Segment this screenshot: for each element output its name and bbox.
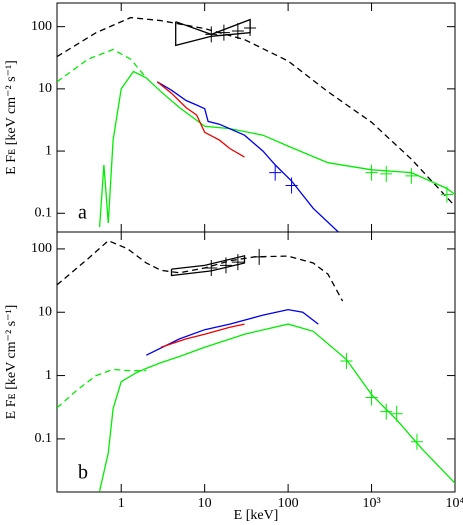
data-line (156, 81, 245, 158)
data-point (231, 23, 244, 40)
data-line (160, 323, 245, 348)
data-point (244, 20, 257, 37)
data-point (365, 164, 378, 181)
data-line (175, 18, 251, 47)
data-line (57, 239, 344, 302)
data-line (156, 81, 339, 232)
x-tick-label: 10³ (362, 496, 380, 511)
data-point (410, 433, 423, 450)
panel-label: b (78, 462, 88, 484)
y-tick-label: 1 (45, 368, 52, 383)
data-point (390, 405, 403, 422)
panel-label: a (78, 202, 87, 224)
plot-area (57, 239, 455, 492)
y-tick-label: 10 (38, 304, 52, 319)
data-line (98, 70, 455, 228)
y-tick-label: 0.1 (35, 431, 53, 446)
data-line (57, 16, 455, 207)
data-point (217, 24, 230, 41)
data-line (146, 308, 319, 356)
data-point (253, 248, 266, 265)
data-point (405, 167, 418, 184)
data-point (340, 352, 353, 369)
y-tick-label: 1 (45, 143, 52, 158)
data-point (285, 177, 298, 194)
x-tick-label: 10 (198, 496, 212, 511)
x-axis-label: E [keV] (234, 508, 279, 523)
x-tick-label: 100 (278, 496, 299, 511)
data-point (205, 26, 218, 43)
data-point (269, 164, 282, 181)
y-axis-label: E Fᴇ [keV cm⁻² s⁻¹] (4, 60, 19, 175)
data-point (231, 254, 244, 271)
data-line (57, 368, 147, 409)
x-tick-label: 1 (118, 496, 125, 511)
data-point (219, 257, 232, 274)
data-line (170, 254, 246, 277)
data-point (205, 259, 218, 276)
data-line (98, 323, 455, 492)
plot-area (57, 16, 455, 232)
plot-frame (56, 231, 456, 493)
y-tick-label: 0.1 (35, 205, 53, 220)
data-point (365, 389, 378, 406)
y-tick-label: 100 (31, 19, 52, 34)
data-line (57, 48, 147, 83)
data-point (440, 186, 453, 203)
y-tick-label: 10 (38, 81, 52, 96)
y-tick-label: 100 (31, 241, 52, 256)
data-point (380, 165, 393, 182)
y-axis-label: E Fᴇ [keV cm⁻² s⁻¹] (4, 305, 19, 420)
data-point (380, 403, 393, 420)
x-tick-label: 10⁴ (446, 496, 463, 511)
